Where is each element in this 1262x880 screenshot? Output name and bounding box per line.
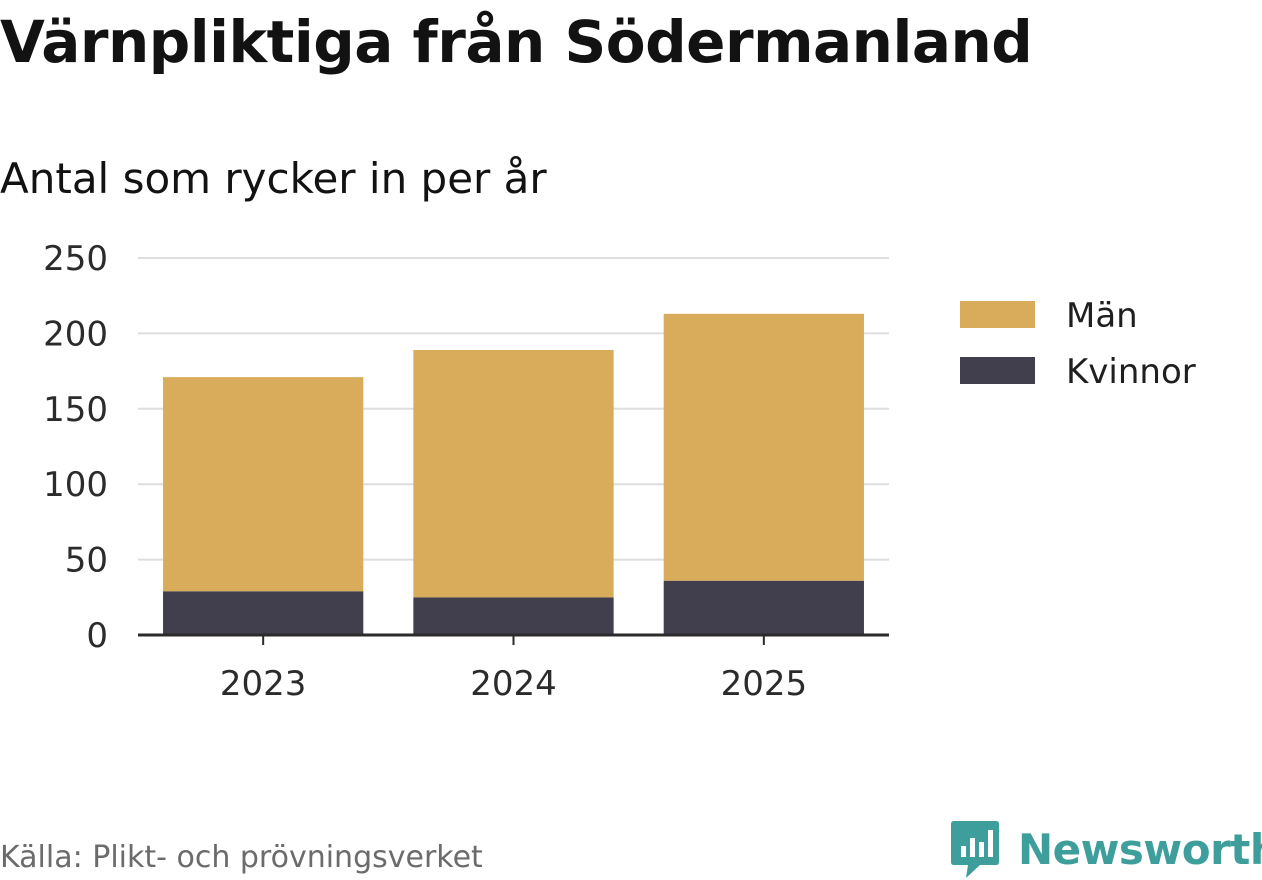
y-tick-label: 200 [43,314,108,354]
y-tick-label: 250 [43,239,108,279]
legend-label-män: Män [1066,296,1138,336]
stacked-bar-chart: 0 50 100 150 200 250 2023 2024 2025 Män Kvinnor [43,239,1196,704]
source-note: Källa: Plikt- och prövningsverket [0,840,483,875]
chart-title: Värnpliktiga från Södermanland [0,8,1033,76]
x-tick-label: 2025 [721,664,808,704]
x-tick-label: 2024 [470,664,557,704]
chart-subtitle: Antal som rycker in per år [0,154,547,203]
legend-label-kvinnor: Kvinnor [1066,352,1196,392]
x-tick-label: 2023 [220,664,307,704]
bar-kvinnor-2024 [413,597,614,635]
bar-män-2025 [663,313,864,581]
bar-kvinnor-2025 [663,580,864,635]
y-tick-label: 50 [65,541,108,581]
y-tick-label: 100 [43,465,108,505]
bar-män-2023 [163,377,364,592]
legend-swatch-män [960,301,1035,328]
bar-kvinnor-2023 [163,591,364,635]
newsworthy-logo: Newsworthy [950,818,1262,880]
brand-name: Newsworthy [1018,824,1262,874]
y-tick-label: 0 [86,616,108,656]
legend-swatch-kvinnor [960,357,1035,384]
bar-män-2024 [413,349,614,598]
bar-chart-speech-bubble-icon [951,821,999,878]
y-tick-label: 150 [43,390,108,430]
